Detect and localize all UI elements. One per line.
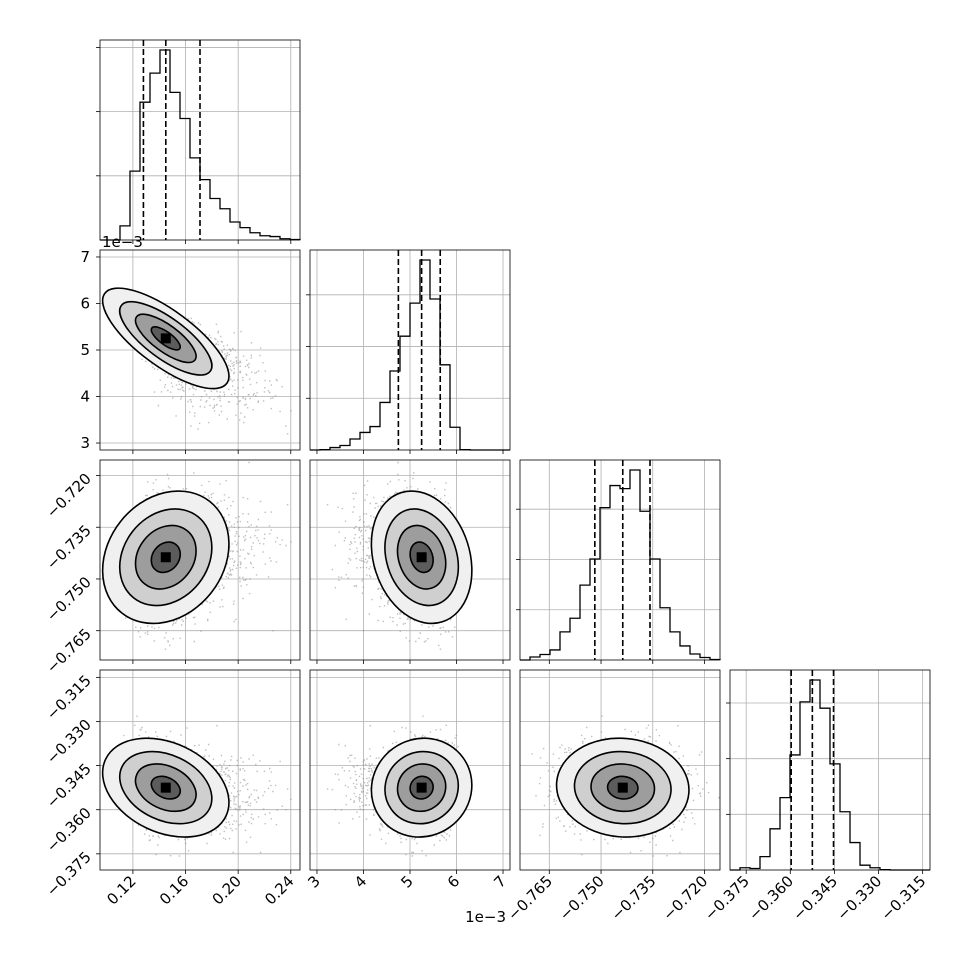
density-contour (396, 763, 447, 813)
scatter-panel-4-3-frame (519, 669, 721, 871)
hist-panel-3-group (516, 460, 721, 661)
y-tick-label: −0.765 (43, 625, 95, 677)
x-tick-label: −0.735 (608, 872, 660, 924)
hist-panel-3-frame (519, 459, 721, 661)
scatter-panel-2-1-group (100, 250, 300, 450)
density-contour (555, 737, 690, 838)
x-tick-label: 0.12 (103, 872, 139, 908)
hist-panel-4-frame (729, 669, 931, 871)
x-tick-label: 7 (490, 872, 509, 891)
density-contour (396, 524, 447, 590)
density-contour (409, 541, 434, 574)
y-tick-label: −0.345 (43, 760, 95, 812)
density-contour (101, 490, 230, 625)
x-tick-label: −0.330 (833, 872, 885, 924)
density-contour (384, 750, 460, 825)
density-contour (590, 763, 656, 813)
panels-layer (96, 39, 931, 871)
scatter-panel-3-2-group (310, 460, 510, 660)
density-contour (134, 524, 197, 590)
x-tick-label: −0.765 (504, 872, 556, 924)
scatter-panel-3-1-frame (99, 459, 301, 661)
hist-panel-3-background (520, 460, 720, 660)
y-tick-label: −0.750 (43, 573, 95, 625)
density-contour (150, 326, 182, 351)
y-tick-label: 7 (80, 248, 90, 266)
density-contour (370, 737, 473, 838)
density-peak (160, 552, 171, 563)
x-tick-label: −0.720 (659, 872, 711, 924)
y-tick-label: 5 (80, 341, 90, 359)
density-contour (409, 775, 434, 800)
x-tick-label: 0.24 (261, 872, 297, 908)
density-peak (416, 552, 427, 563)
density-contour (118, 750, 213, 825)
density-contour (118, 508, 213, 607)
y-tick-label: −0.360 (43, 804, 95, 856)
x-tick-label: −0.360 (745, 872, 797, 924)
x-tick-label: −0.375 (701, 872, 753, 924)
density-contour (101, 737, 230, 838)
sample-points (121, 715, 292, 857)
density-contour (150, 541, 182, 574)
hist-panel-1-frame (99, 39, 301, 241)
scatter-panel-4-3-group (520, 670, 720, 870)
x-tick-label: 0.20 (209, 872, 245, 908)
density-contour (101, 287, 230, 390)
x-tick-label: 6 (444, 872, 463, 891)
x-tick-label: 3 (304, 872, 323, 891)
x-tick-label: 4 (351, 872, 370, 891)
y-tick-label: −0.330 (43, 716, 95, 768)
density-contour (134, 313, 197, 364)
offset-label-y: 1e−3 (102, 233, 143, 251)
density-contour (134, 763, 197, 813)
density-peak (617, 782, 628, 793)
hist-panel-4-background (730, 670, 930, 870)
x-tick-label: −0.345 (789, 872, 841, 924)
y-tick-label: −0.315 (43, 671, 95, 723)
density-contour (370, 490, 473, 625)
density-contour (606, 775, 639, 800)
scatter-panel-4-2-group (310, 670, 510, 870)
x-tick-label: 0.16 (156, 872, 192, 908)
hist-panel-1-group (96, 40, 301, 241)
histogram-bars (520, 469, 721, 661)
scatter-panel-4-1-group (100, 670, 300, 870)
y-tick-label: −0.735 (43, 521, 95, 573)
y-tick-label: 6 (80, 294, 90, 312)
x-tick-label: 5 (397, 872, 416, 891)
x-tick-label: −0.750 (556, 872, 608, 924)
y-tick-label: −0.375 (43, 848, 95, 900)
offset-label-x: 1e−3 (465, 908, 506, 926)
density-peak (416, 782, 427, 793)
histogram-bars (100, 49, 301, 241)
y-tick-label: 3 (80, 434, 90, 452)
y-tick-label: 4 (80, 388, 90, 406)
density-peak (160, 333, 171, 344)
scatter-panel-3-1-group (100, 460, 300, 660)
density-contour (384, 508, 460, 607)
density-contour (150, 775, 182, 800)
density-peak (160, 782, 171, 793)
y-tick-label: −0.720 (43, 470, 95, 522)
scatter-panel-4-1-frame (99, 669, 301, 871)
density-contour (573, 750, 672, 825)
density-contour (118, 300, 213, 376)
x-tick-label: −0.315 (877, 872, 929, 924)
